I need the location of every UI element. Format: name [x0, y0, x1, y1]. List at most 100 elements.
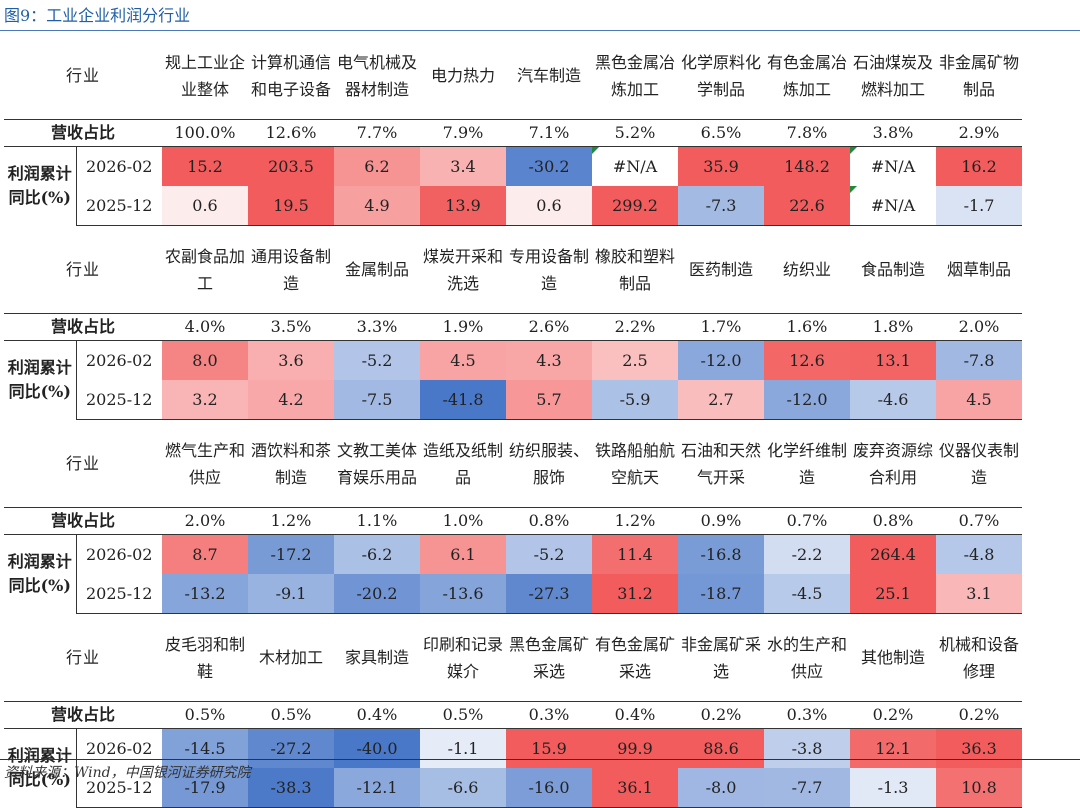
industry-name: 通用设备制造: [251, 246, 332, 293]
revenue-share-cell: 1.2%: [592, 507, 678, 535]
industry-name: 医药制造: [688, 260, 753, 279]
industry-label: 行业: [65, 259, 100, 279]
industry-name: 化学原料化学制品: [681, 52, 762, 99]
industry-name: 家具制造: [344, 648, 409, 667]
industry-header-row: 行业 农副食品加工 通用设备制造 金属制品 煤炭开采和洗选 专用设备制造 橡胶和塑料制品 医药…: [4, 226, 1022, 314]
industry-name: 石油和天然气开采: [681, 440, 762, 487]
revenue-share-cell: 1.2%: [248, 507, 334, 535]
revenue-share-cell: 3.3%: [334, 313, 420, 341]
profit-yoy-cell: -8.0: [678, 768, 764, 808]
profit-row-2: 2025-12 3.2 4.2 -7.5 -41.8 5.7 -5.9 2.7 -12.0 -4.…: [4, 380, 1022, 420]
industry-name: 煤炭开采和洗选: [423, 246, 504, 293]
profit-yoy-cell: -2.2: [764, 534, 850, 574]
revenue-share-cell: 2.6%: [506, 313, 592, 341]
industry-name: 黑色金属矿采选: [509, 634, 590, 681]
revenue-share-row: 营收占比 2.0% 1.2% 1.1% 1.0% 0.8% 1.2% 0.9% 0.7% 0.8%…: [4, 507, 1022, 535]
profit-yoy-cell: -16.8: [678, 534, 764, 574]
profit-yoy-cell: 10.8: [936, 768, 1022, 808]
profit-yoy-cell: 36.3: [936, 728, 1022, 768]
revenue-share-cell: 0.3%: [506, 701, 592, 729]
profit-row-1: 利润累计同比(%) 2026-02 15.2 203.5 6.2 3.4 -30.2 #N/A…: [4, 146, 1022, 226]
profit-yoy-cell: 4.5: [420, 340, 506, 380]
revenue-share-label: 营收占比: [4, 507, 162, 535]
revenue-share-label: 营收占比: [4, 313, 162, 341]
profit-yoy-cell: 8.0: [162, 340, 248, 380]
profit-yoy-cell: -12.0: [678, 340, 764, 380]
profit-yoy-cell: 15.2: [162, 146, 248, 186]
profit-yoy-cell: -13.2: [162, 574, 248, 614]
profit-yoy-cell: 2.5: [592, 340, 678, 380]
revenue-share-cell: 12.6%: [248, 119, 334, 147]
revenue-share-cell: 1.8%: [850, 313, 936, 341]
revenue-share-cell: 0.3%: [764, 701, 850, 729]
revenue-share-cell: 2.2%: [592, 313, 678, 341]
profit-yoy-cell: 12.1: [850, 728, 936, 768]
revenue-share-label: 营收占比: [4, 119, 162, 147]
profit-yoy-cell: 13.9: [420, 186, 506, 226]
revenue-share-cell: 7.7%: [334, 119, 420, 147]
industry-name: 水的生产和供应: [767, 634, 848, 681]
revenue-share-row: 营收占比 0.5% 0.5% 0.4% 0.5% 0.3% 0.4% 0.2% 0.3% 0.2%…: [4, 701, 1022, 729]
profit-yoy-cell: 299.2: [592, 186, 678, 226]
industry-name: 文教工美体育娱乐用品: [337, 440, 418, 487]
profit-row-1: 利润累计同比(%) 2026-02 8.7 -17.2 -6.2 6.1 -5.2 11.4-…: [4, 534, 1022, 614]
industry-header-row: 行业 燃气生产和供应 酒饮料和茶制造 文教工美体育娱乐用品 造纸及纸制品 纺织服装、服饰铁…: [4, 420, 1022, 508]
industry-name: 金属制品: [344, 260, 409, 279]
industry-name: 化学纤维制造: [767, 440, 848, 487]
industry-name: 其他制造: [860, 648, 925, 667]
industry-name: 黑色金属冶炼加工: [595, 52, 676, 99]
profit-row-2: 2025-12 -13.2 -9.1 -20.2 -13.6 -27.3 31.2 -18.7…: [4, 574, 1022, 614]
profit-yoy-cell: -5.2: [334, 340, 420, 380]
profit-yoy-cell: -14.5: [162, 728, 248, 768]
profit-yoy-label: 利润累计同比(%): [4, 146, 77, 226]
industry-label: 行业: [65, 65, 100, 85]
revenue-share-cell: 100.0%: [162, 119, 248, 147]
revenue-share-cell: 0.4%: [592, 701, 678, 729]
profit-yoy-cell: 3.6: [248, 340, 334, 380]
bottom-rule: [0, 759, 1080, 760]
profit-yoy-cell: 8.7: [162, 534, 248, 574]
revenue-share-cell: 4.0%: [162, 313, 248, 341]
profit-yoy-cell: -4.6: [850, 380, 936, 420]
revenue-share-cell: 1.6%: [764, 313, 850, 341]
industry-header-row: 行业 皮毛羽和制鞋 木材加工 家具制造 印刷和记录媒介 黑色金属矿采选 有色金属矿采选 非金属…: [4, 614, 1022, 702]
profit-yoy-cell: 12.6: [764, 340, 850, 380]
industry-header-row: 行业 规上工业企业整体 计算机通信和电子设备 电气机械及器材制造 电力热力 汽车制造 黑色金…: [4, 32, 1022, 120]
industry-name: 印刷和记录媒介: [423, 634, 504, 681]
period-label: 2025-12: [76, 574, 162, 614]
period-label: 2026-02: [86, 156, 153, 176]
revenue-share-cell: 0.5%: [248, 701, 334, 729]
revenue-share-row: 营收占比 4.0% 3.5% 3.3% 1.9% 2.6% 2.2% 1.7% 1.6% 1.8%…: [4, 313, 1022, 341]
industry-name: 废弃资源综合利用: [853, 440, 934, 487]
profit-yoy-cell: #N/A: [592, 146, 678, 186]
profit-yoy-cell: 31.2: [592, 574, 678, 614]
title-rule: [0, 30, 1080, 31]
profit-yoy-cell: -20.2: [334, 574, 420, 614]
revenue-share-cell: 7.1%: [506, 119, 592, 147]
revenue-share-cell: 0.2%: [678, 701, 764, 729]
industry-name: 皮毛羽和制鞋: [165, 634, 246, 681]
profit-yoy-cell: -6.6: [420, 768, 506, 808]
revenue-share-cell: 0.2%: [936, 701, 1022, 729]
profit-yoy-cell: 4.2: [248, 380, 334, 420]
profit-yoy-cell: 16.2: [936, 146, 1022, 186]
industry-name: 石油煤炭及燃料加工: [853, 52, 934, 99]
profit-yoy-cell: 3.2: [162, 380, 248, 420]
industry-name: 纺织业: [782, 260, 831, 279]
profit-yoy-cell: 4.3: [506, 340, 592, 380]
profit-yoy-cell: 19.5: [248, 186, 334, 226]
industry-name: 有色金属矿采选: [595, 634, 676, 681]
revenue-share-cell: 0.9%: [678, 507, 764, 535]
profit-yoy-cell: -9.1: [248, 574, 334, 614]
revenue-share-cell: 1.0%: [420, 507, 506, 535]
revenue-share-cell: 3.8%: [850, 119, 936, 147]
revenue-share-cell: 3.5%: [248, 313, 334, 341]
profit-yoy-cell: -1.3: [850, 768, 936, 808]
revenue-share-cell: 0.8%: [850, 507, 936, 535]
period-label: 2026-02: [86, 738, 153, 758]
profit-yoy-cell: 88.6: [678, 728, 764, 768]
profit-yoy-cell: 0.6: [506, 186, 592, 226]
period-label: 2026-02: [86, 350, 153, 370]
profit-yoy-cell: 99.9: [592, 728, 678, 768]
industry-name: 机械和设备修理: [939, 634, 1020, 681]
